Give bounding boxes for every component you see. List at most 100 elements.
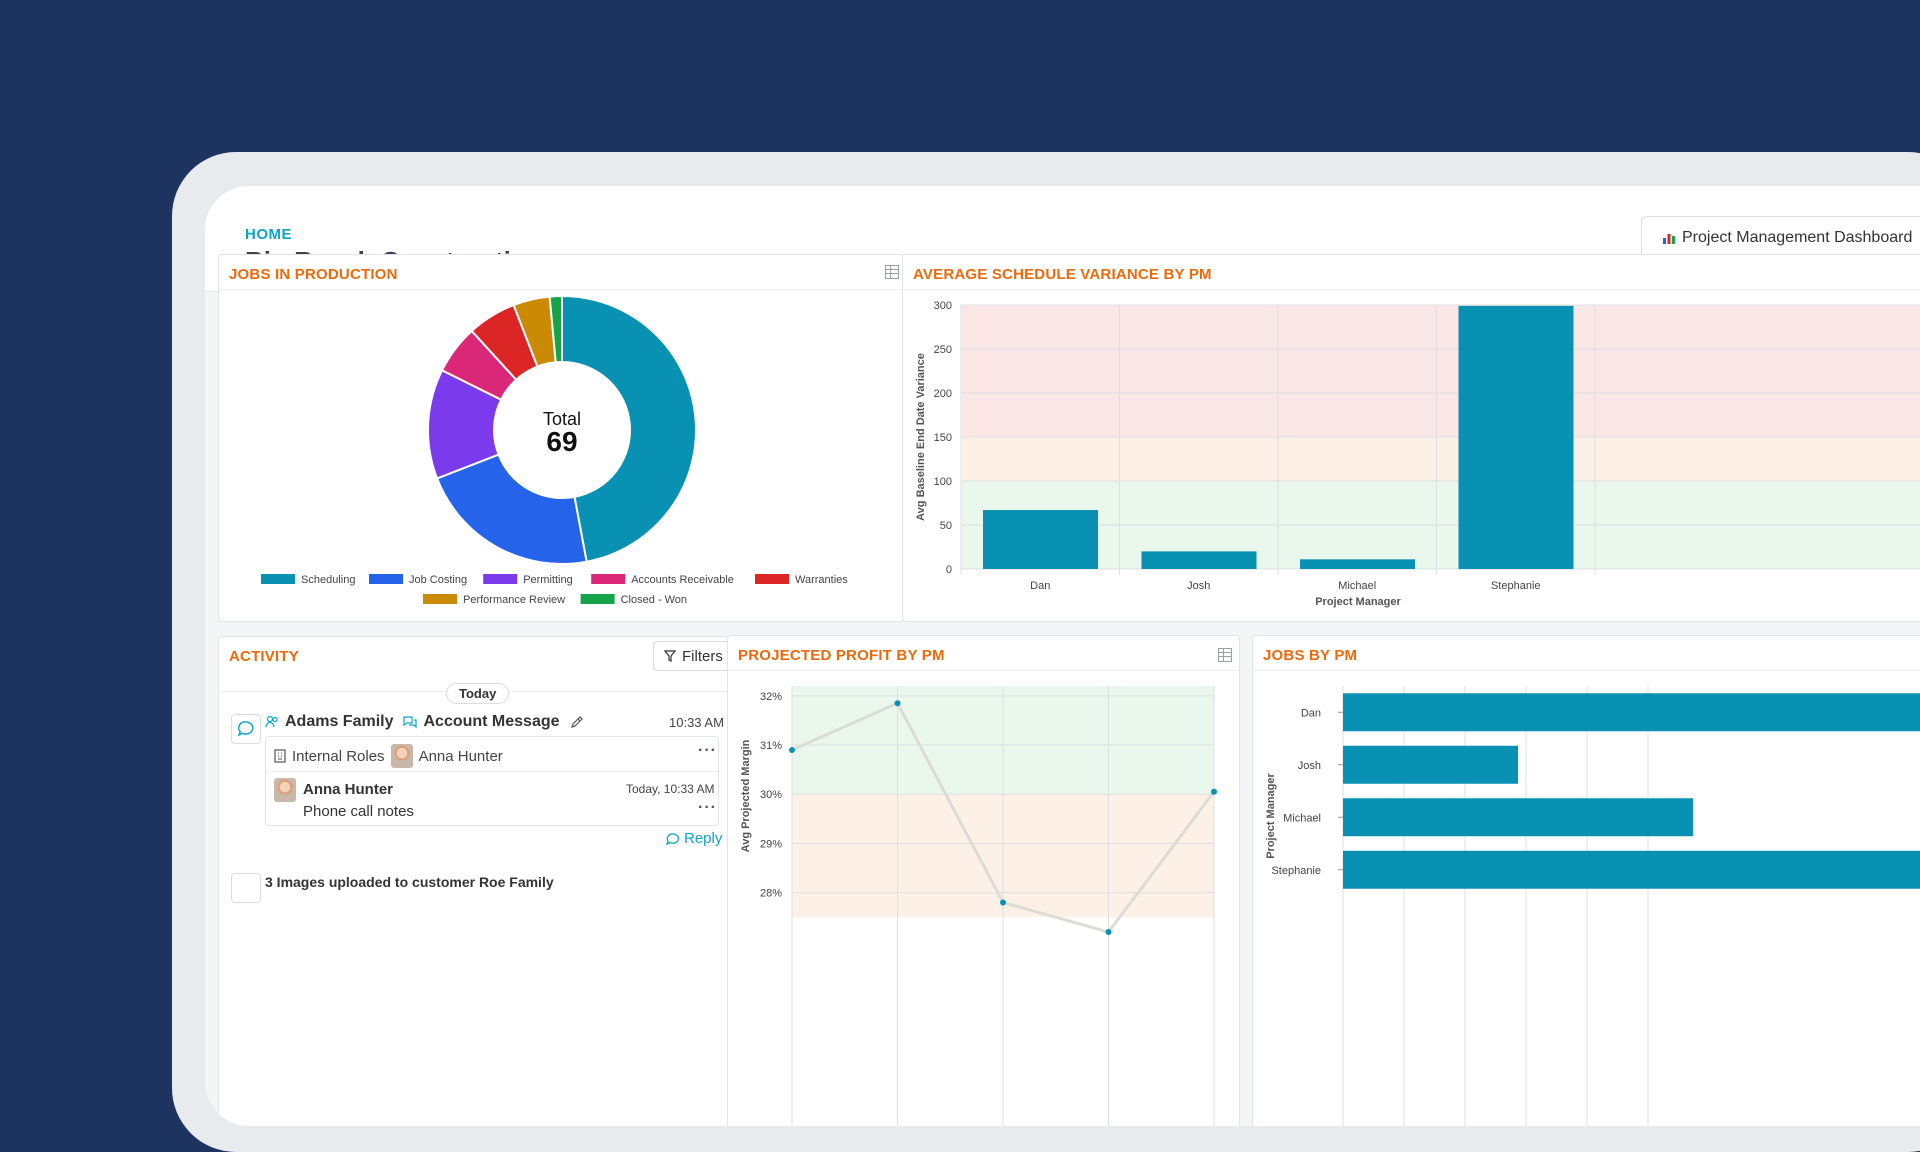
roles-row: Internal Roles Anna Hunter (274, 744, 503, 768)
message-icon (403, 716, 418, 729)
x-tick-label: Josh (1187, 580, 1210, 592)
users-icon (265, 715, 278, 728)
legend-label[interactable]: Permitting (523, 574, 573, 586)
comment-icon (237, 721, 254, 737)
more-options-icon[interactable]: ··· (698, 799, 717, 816)
schedule-variance-panel: AVERAGE SCHEDULE VARIANCE BY PM 0 50 100 15… (902, 254, 1920, 622)
data-point[interactable] (894, 700, 901, 707)
roles-label: Internal Roles (292, 747, 385, 765)
jobs-by-pm-chart: Dan Josh Michael Stephanie Project Manager (1265, 686, 1920, 1126)
activity-summary[interactable]: 3 Images uploaded to customer Roe Family (265, 874, 554, 890)
role-user: Anna Hunter (418, 747, 503, 765)
data-point[interactable] (789, 746, 795, 753)
x-tick-label: Michael (1338, 580, 1376, 592)
y-tick-label: 50 (940, 520, 952, 532)
jobs-in-production-panel: JOBS IN PRODUCTION Total 69 Scheduling Jo… (218, 254, 905, 622)
app-screen: HOME Big Ranch Construction Project Mana… (205, 186, 1920, 1126)
message-type-link[interactable]: Account Message (423, 713, 560, 730)
y-axis-title: Project Manager (1265, 772, 1277, 858)
projected-profit-chart: 28% 29% 30% 31% 32% Avg Projected Margin (740, 686, 1217, 1126)
projected-profit-panel: PROJECTED PROFIT BY PM 28% 29% 30% 31% 32% A… (727, 635, 1240, 1126)
y-tick-label: Stephanie (1271, 865, 1321, 877)
donut-chart: Total 69 Scheduling Job Costing Permitting… (261, 294, 848, 606)
donut-slice-job-costing[interactable] (435, 453, 588, 565)
legend-label[interactable]: Warranties (795, 574, 848, 586)
threshold-band (961, 305, 1920, 437)
table-view-icon[interactable] (1218, 648, 1232, 662)
message-timestamp: Today, 10:33 AM (626, 782, 715, 796)
legend-label[interactable]: Scheduling (301, 574, 355, 586)
legend-swatch (369, 574, 403, 584)
y-axis-title: Avg Projected Margin (740, 739, 752, 852)
y-tick-label: Josh (1298, 760, 1321, 772)
data-point[interactable] (1000, 899, 1006, 906)
bar-josh[interactable] (1141, 551, 1257, 569)
x-axis-title: Project Manager (1315, 596, 1401, 608)
data-point[interactable] (1211, 788, 1217, 795)
legend-label[interactable]: Closed - Won (621, 594, 687, 606)
legend-label[interactable]: Performance Review (463, 594, 565, 606)
donut-slice-closed-won[interactable] (548, 294, 563, 364)
y-tick-label: 29% (760, 838, 782, 850)
bar-josh[interactable] (1343, 745, 1518, 784)
y-tick-label: 100 (934, 476, 952, 488)
building-icon (274, 749, 286, 763)
filter-icon (664, 650, 676, 662)
customer-link[interactable]: Adams Family (285, 713, 394, 730)
activity-type-icon (231, 714, 261, 744)
bar-michael[interactable] (1300, 559, 1415, 569)
legend-swatch (755, 574, 789, 584)
message-card: Internal Roles Anna Hunter ··· Anna Hunt… (265, 736, 719, 826)
y-axis-title: Avg Baseline End Date Variance (915, 353, 927, 521)
donut-total: 69 (546, 426, 577, 457)
schedule-variance-chart: 0 50 100 150 200 250 300 Dan Josh Michael Stephani… (915, 300, 1920, 608)
filters-label: Filters (682, 647, 723, 665)
jobs-by-pm-panel: JOBS BY PM Dan Josh Michael Stephanie Proje… (1252, 635, 1920, 1126)
bar-stephanie[interactable] (1343, 850, 1920, 889)
more-options-icon[interactable]: ··· (698, 742, 717, 759)
reply-button[interactable]: Reply (666, 830, 722, 847)
panel-title: JOBS IN PRODUCTION (229, 266, 398, 283)
y-tick-label: 150 (934, 432, 952, 444)
bar-dan[interactable] (1343, 693, 1920, 732)
y-tick-label: 300 (934, 300, 952, 312)
message-body: Phone call notes (303, 803, 414, 820)
bar-chart-icon (1663, 234, 1675, 244)
dashboard-selector-label: Project Management Dashboard (1682, 229, 1913, 246)
y-tick-label: 200 (934, 388, 952, 400)
panel-title: ACTIVITY (229, 648, 299, 665)
table-view-icon[interactable] (885, 265, 899, 279)
y-tick-label: 30% (760, 789, 782, 801)
activity-panel: ACTIVITY Filters Today Adams Family Acco… (218, 636, 734, 1126)
bar-stephanie[interactable] (1458, 305, 1574, 569)
dashboard-selector-button[interactable]: Project Management Dashboard (1641, 216, 1920, 260)
panel-title: AVERAGE SCHEDULE VARIANCE BY PM (913, 266, 1212, 283)
author-avatar (274, 778, 296, 802)
legend-label[interactable]: Job Costing (409, 574, 467, 586)
y-tick-label: 28% (760, 888, 782, 900)
y-tick-label: Michael (1283, 812, 1321, 824)
y-tick-label: 0 (946, 564, 952, 576)
y-tick-label: 32% (760, 691, 782, 703)
y-tick-label: Dan (1301, 707, 1321, 719)
activity-type-icon (231, 873, 261, 903)
legend-swatch (580, 594, 615, 604)
donut-slice-scheduling[interactable] (561, 294, 697, 563)
filters-button[interactable]: Filters (653, 641, 734, 671)
page-header: HOME Big Ranch Construction Project Mana… (205, 186, 1920, 292)
avatar (390, 744, 413, 768)
legend-label[interactable]: Accounts Receivable (631, 574, 734, 586)
donut-center-label: Total (543, 409, 581, 429)
activity-header-row: Adams Family Account Message (265, 713, 584, 731)
y-tick-label: 31% (760, 740, 782, 752)
legend-swatch (591, 574, 626, 584)
author-name: Anna Hunter (303, 781, 393, 798)
legend-swatch (483, 574, 518, 584)
bar-michael[interactable] (1343, 798, 1693, 837)
threshold-band (961, 437, 1920, 481)
edit-icon[interactable] (570, 715, 584, 729)
y-tick-label: 250 (934, 344, 952, 356)
data-point[interactable] (1105, 929, 1112, 936)
breadcrumb[interactable]: HOME (245, 226, 292, 243)
bar-dan[interactable] (983, 510, 1098, 569)
